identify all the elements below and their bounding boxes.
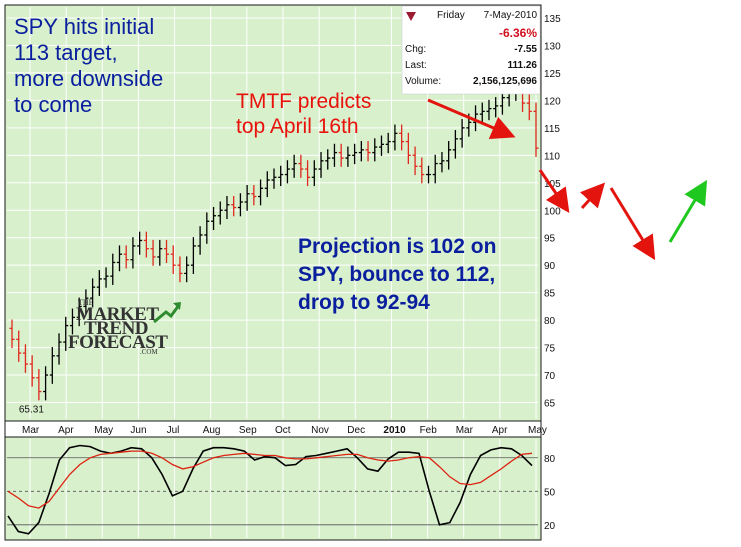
quote-date: 7-May-2010: [483, 10, 537, 21]
quote-change-pct: -6.36%: [498, 26, 537, 40]
logo-arrow-icon: [153, 302, 181, 324]
quote-volume-row: Volume: 2,156,125,696: [405, 76, 537, 90]
price-y-tick-label: 100: [544, 206, 561, 217]
arrow-drop-2: [609, 187, 656, 261]
logo-forecast: FORECAST: [68, 332, 168, 353]
price-y-tick-label: 90: [544, 261, 556, 272]
quote-last-label: Last:: [405, 60, 427, 71]
projection-line-1: Projection is 102 on: [298, 235, 497, 258]
x-tick-label: 2010: [383, 425, 406, 436]
price-y-tick-label: 120: [544, 96, 561, 107]
quote-change-pct-row: -6.36%: [405, 26, 537, 42]
axis-labels: 65 70 75 80 85 90 95 100 105 110 115 120 125 130 135 Ma…: [19, 14, 561, 532]
headline-line-4: to come: [14, 92, 93, 117]
price-y-tick-label: 115: [544, 124, 560, 135]
logo-com: .COM: [140, 348, 158, 356]
x-tick-label: Oct: [275, 425, 291, 436]
arrow-rally: [668, 179, 708, 243]
arrow-bounce: [580, 182, 606, 210]
x-tick-label: Mar: [456, 425, 474, 436]
tmtf-note-line-1: TMTF predicts: [236, 90, 372, 113]
quote-day: Friday: [437, 10, 465, 21]
quote-volume-label: Volume:: [405, 76, 442, 87]
x-tick-label: Dec: [347, 425, 365, 436]
quote-chg-label: Chg:: [405, 44, 427, 55]
x-tick-label: May: [528, 425, 547, 436]
arrow-drop-1: [538, 169, 570, 213]
projection-line-3: drop to 92-94: [298, 291, 430, 314]
price-bars: [9, 80, 539, 401]
quote-box: Friday 7-May-2010 -6.36% Chg: -7.55 Last…: [405, 8, 537, 96]
x-tick-label: May: [94, 425, 113, 436]
quote-last-row: Last: 111.26: [405, 60, 537, 74]
tmtf-note: TMTF predicts top April 16th: [236, 89, 371, 139]
market-trend-forecast-logo: THE MARKET TREND FORECAST .COM: [64, 298, 184, 358]
price-y-tick-label: 125: [544, 69, 561, 80]
oscillator-panel: [4, 436, 542, 541]
headline-line-1: SPY hits initial: [14, 14, 155, 39]
arrow-to-top: [427, 98, 516, 139]
price-y-tick-label: 135: [544, 14, 561, 25]
osc-y-tick-label: 80: [544, 454, 556, 465]
price-y-tick-label: 70: [544, 371, 556, 382]
quote-date-row: Friday 7-May-2010: [405, 10, 537, 24]
quote-volume-value: 2,156,125,696: [473, 76, 537, 87]
osc-slow-line: [7, 450, 533, 509]
quote-chg-value: -7.55: [514, 44, 537, 55]
x-tick-label: Mar: [22, 425, 40, 436]
osc-y-tick-label: 20: [544, 521, 556, 532]
price-y-tick-label: 80: [544, 316, 556, 327]
headline-line-3: more downside: [14, 66, 164, 91]
x-tick-label: Nov: [311, 425, 329, 436]
quote-chg-row: Chg: -7.55: [405, 44, 537, 58]
quote-last-value: 111.26: [507, 60, 537, 71]
price-y-tick-label: 105: [544, 179, 561, 190]
x-tick-label: Jul: [167, 425, 180, 436]
price-y-tick-label: 130: [544, 41, 561, 52]
x-tick-label: Jun: [130, 425, 146, 436]
x-tick-label: Apr: [58, 425, 74, 436]
tmtf-note-line-2: top April 16th: [236, 115, 359, 138]
price-y-tick-label: 110: [544, 151, 560, 162]
x-tick-label: Aug: [203, 425, 221, 436]
logo-the: THE: [78, 298, 94, 307]
price-y-tick-label: 75: [544, 344, 556, 355]
projection-note: Projection is 102 on SPY, bounce to 112,…: [298, 233, 496, 317]
price-y-tick-label: 95: [544, 234, 556, 245]
logo-market: MARKET: [76, 304, 159, 325]
x-tick-label: Feb: [420, 425, 438, 436]
x-tick-label: Apr: [492, 425, 508, 436]
oscillator-lines: [7, 444, 533, 535]
osc-y-tick-label: 50: [544, 487, 556, 498]
projection-line-2: SPY, bounce to 112,: [298, 263, 496, 286]
osc-fast-line: [7, 444, 533, 535]
headline-text: SPY hits initial 113 target, more downsi…: [14, 14, 214, 118]
down-triangle-icon: [406, 12, 416, 21]
headline-line-2: 113 target,: [14, 40, 118, 65]
price-y-tick-label: 85: [544, 289, 556, 300]
quote-box-bg: [401, 5, 541, 95]
logo-trend: TREND: [84, 318, 149, 339]
price-y-tick-label: 65: [544, 399, 556, 410]
x-tick-label: Sep: [239, 425, 257, 436]
low-value-label: 65.31: [19, 404, 44, 415]
